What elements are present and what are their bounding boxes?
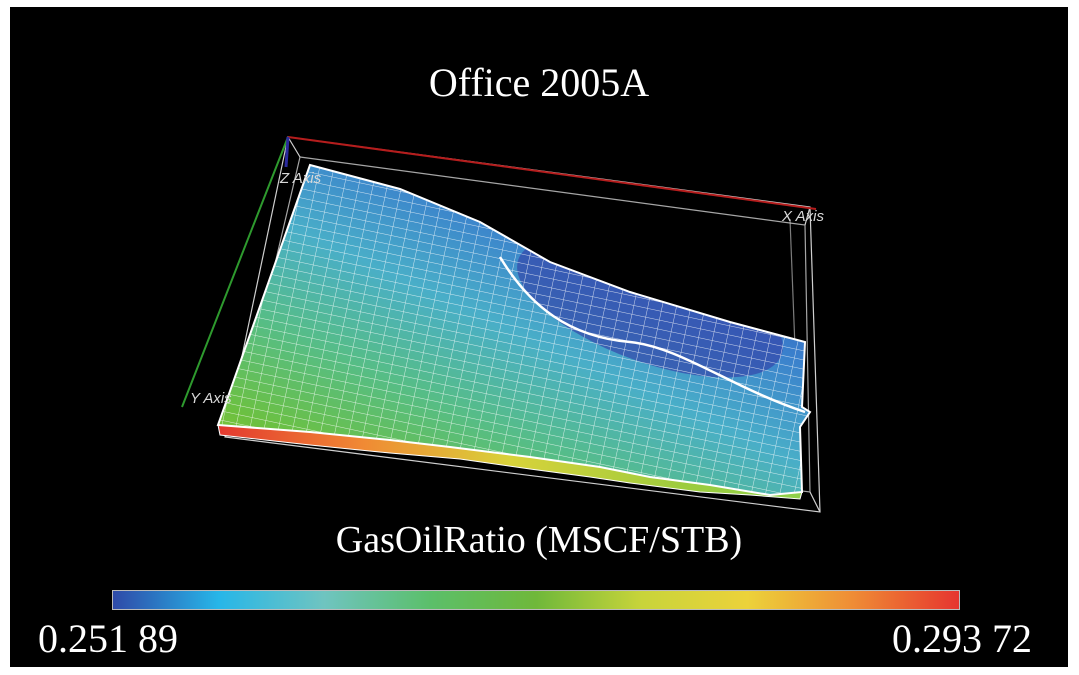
- x-axis-line: [287, 136, 817, 210]
- color-scale-min: 0.251 89: [38, 616, 178, 661]
- y-axis-line: [181, 136, 289, 408]
- x-axis-label: X Axis: [781, 208, 824, 225]
- reservoir-surface: [218, 165, 810, 495]
- reservoir-3d-view[interactable]: X Axis Y Axis Z Axis: [10, 7, 1068, 667]
- fault-trace: [498, 256, 806, 414]
- viewport[interactable]: Office 2005A: [10, 7, 1068, 667]
- surface-outline: [216, 163, 812, 497]
- property-label: GasOilRatio (MSCF/STB): [335, 519, 743, 561]
- y-axis-label: Y Axis: [190, 390, 232, 407]
- color-scale-bar: [112, 590, 960, 610]
- color-scale-max: 0.293 72: [892, 616, 1032, 661]
- model-title: Office 2005A: [428, 60, 650, 105]
- z-axis-line: [284, 136, 290, 168]
- z-axis-label: Z Axis: [279, 170, 322, 187]
